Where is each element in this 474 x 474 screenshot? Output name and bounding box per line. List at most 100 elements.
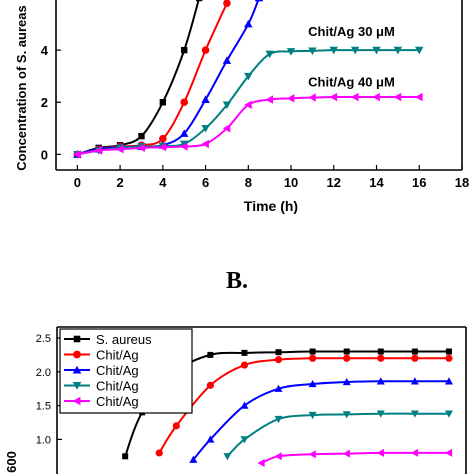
data-point-series-5 xyxy=(286,94,295,103)
data-point-series-1 xyxy=(122,453,129,460)
annotation-label: Chit/Ag 40 μM xyxy=(308,75,395,90)
data-point-series-3 xyxy=(201,95,210,103)
panel-b-label: B. xyxy=(225,268,248,294)
series-line-3 xyxy=(77,0,260,156)
data-point-series-4 xyxy=(393,46,403,55)
data-point-series-2 xyxy=(309,354,317,362)
data-point-series-2 xyxy=(159,134,167,143)
legend-marker xyxy=(73,335,81,343)
data-point-series-1 xyxy=(138,132,145,140)
x-tick-label: 0 xyxy=(74,175,81,190)
data-point-series-1 xyxy=(241,349,248,356)
data-point-series-3 xyxy=(189,455,198,463)
data-point-series-4 xyxy=(274,415,283,424)
legend-marker xyxy=(73,350,81,359)
series-line-4 xyxy=(77,49,420,156)
y-tick-label: 2 xyxy=(41,95,48,110)
data-point-series-3 xyxy=(342,377,351,386)
data-point-series-5 xyxy=(201,139,209,149)
data-point-series-2 xyxy=(411,354,419,362)
data-point-series-5 xyxy=(257,459,265,468)
x-tick-label: 2 xyxy=(116,175,123,190)
data-point-series-5 xyxy=(393,92,402,102)
data-point-series-1 xyxy=(343,348,350,355)
legend-label: Chit/Ag xyxy=(96,363,139,378)
x-tick-label: 12 xyxy=(327,175,341,190)
data-point-series-3 xyxy=(274,384,283,392)
data-point-series-2 xyxy=(445,354,453,362)
y-tick-label: 2.5 xyxy=(36,333,51,345)
data-point-series-2 xyxy=(343,354,351,362)
data-point-series-5 xyxy=(73,150,81,159)
data-point-series-4 xyxy=(342,411,351,419)
data-point-series-3 xyxy=(308,379,317,388)
x-tick-label: 16 xyxy=(412,175,426,190)
data-point-series-4 xyxy=(222,101,232,110)
series-line-2 xyxy=(158,357,449,454)
series-group xyxy=(73,0,424,159)
data-point-series-2 xyxy=(155,449,163,457)
data-point-series-4 xyxy=(376,410,385,418)
series-group xyxy=(122,348,453,468)
data-point-series-5 xyxy=(342,449,350,458)
data-point-series-5 xyxy=(244,100,252,110)
annotation-label: Chit/Ag 30 μM xyxy=(308,24,395,39)
y-tick-label: 0 xyxy=(41,147,48,162)
data-point-series-1 xyxy=(195,0,203,2)
series-line-5 xyxy=(261,451,449,464)
legend-marker xyxy=(72,382,82,390)
data-point-series-4 xyxy=(350,46,360,55)
data-point-series-5 xyxy=(410,448,419,457)
data-point-series-5 xyxy=(180,142,188,151)
data-point-series-5 xyxy=(372,92,380,102)
data-point-series-1 xyxy=(275,349,282,356)
data-point-series-3 xyxy=(222,56,232,64)
data-point-series-3 xyxy=(180,129,189,137)
series-line-2 xyxy=(77,2,228,156)
y-tick-label: 2.0 xyxy=(36,367,51,379)
data-point-series-5 xyxy=(137,143,145,153)
data-point-series-1 xyxy=(181,46,188,54)
x-tick-label: 10 xyxy=(284,175,298,190)
data-point-series-4 xyxy=(372,46,381,55)
data-point-series-5 xyxy=(94,146,103,155)
data-point-series-1 xyxy=(445,348,452,355)
data-point-series-2 xyxy=(206,381,214,389)
data-point-series-1 xyxy=(207,351,214,358)
data-point-series-2 xyxy=(377,354,385,362)
x-axis-label: Time (h) xyxy=(244,198,298,214)
data-point-series-4 xyxy=(415,46,424,55)
data-point-series-3 xyxy=(376,377,385,385)
data-point-series-3 xyxy=(444,377,453,385)
data-point-series-2 xyxy=(274,356,283,364)
y-tick-label: 1.0 xyxy=(36,434,51,446)
x-tick-label: 4 xyxy=(159,175,167,190)
legend-label: S. aureus xyxy=(96,332,152,347)
data-point-series-5 xyxy=(222,124,231,133)
series-line-1 xyxy=(77,0,200,156)
data-point-series-5 xyxy=(308,450,316,459)
data-point-series-4 xyxy=(240,436,249,444)
legend-label: Chit/Ag xyxy=(96,394,139,409)
x-tick-label: 8 xyxy=(245,175,252,190)
data-point-series-5 xyxy=(115,144,124,154)
data-point-series-2 xyxy=(201,46,210,54)
data-point-series-5 xyxy=(415,92,423,102)
data-point-series-1 xyxy=(159,99,167,106)
data-point-series-5 xyxy=(444,448,453,457)
y-tick-label: 4 xyxy=(41,43,49,58)
data-point-series-4 xyxy=(265,50,274,59)
data-point-series-4 xyxy=(308,47,317,56)
series-line-3 xyxy=(192,380,449,461)
data-point-series-4 xyxy=(286,48,296,56)
data-point-series-5 xyxy=(308,93,316,102)
data-point-series-1 xyxy=(377,348,384,355)
data-point-series-3 xyxy=(206,435,215,443)
data-point-series-3 xyxy=(244,19,253,28)
data-point-series-5 xyxy=(376,448,384,457)
data-point-series-5 xyxy=(350,92,359,102)
data-point-series-2 xyxy=(172,422,180,430)
